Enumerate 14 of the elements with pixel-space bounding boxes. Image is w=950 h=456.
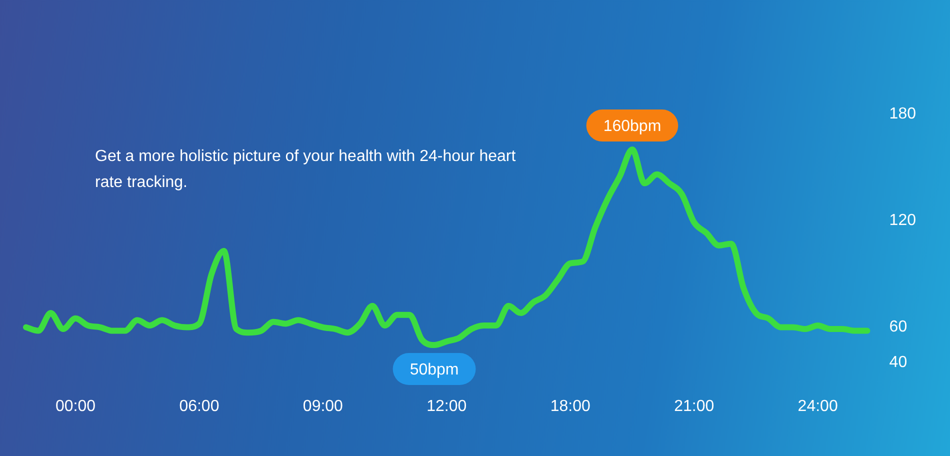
x-tick-label: 24:00 xyxy=(798,398,838,415)
x-tick-label: 00:00 xyxy=(55,398,96,415)
annotation: 160bpm xyxy=(603,118,662,135)
x-tick-label: 09:00 xyxy=(302,398,344,415)
annotation: 50bpm xyxy=(410,361,459,378)
x-tick-label: 06:00 xyxy=(179,398,220,415)
x-tick-label: 12:00 xyxy=(426,398,467,415)
x-tick-label: 21:00 xyxy=(674,398,714,415)
x-tick-label: 18:00 xyxy=(550,398,590,415)
y-tick-label: 40 xyxy=(889,354,908,372)
y-tick-label: 60 xyxy=(889,318,908,336)
annotation: Get a more holistic picture of your health with 24-hour heart rate tracking. xyxy=(95,147,517,193)
y-tick-label: 180 xyxy=(889,105,916,122)
y-tick-label: 120 xyxy=(889,212,916,230)
